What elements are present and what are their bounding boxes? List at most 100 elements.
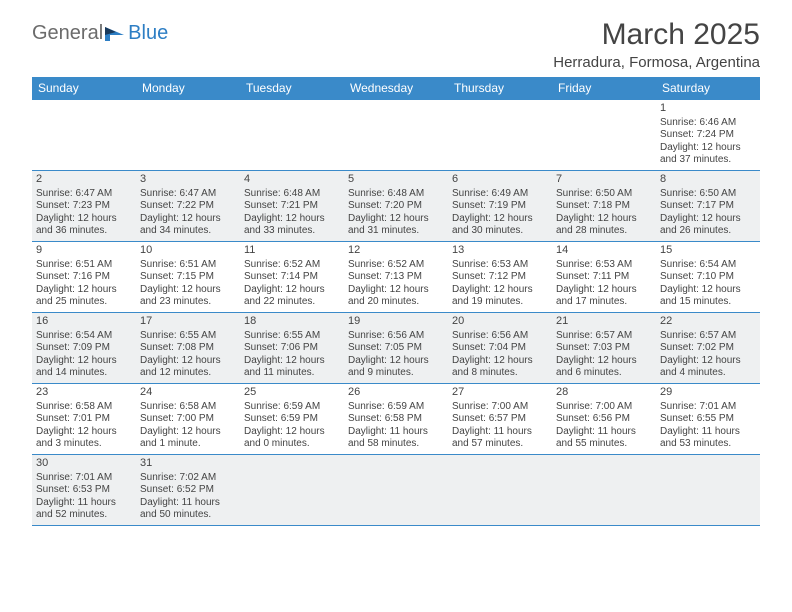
week-row: 16Sunrise: 6:54 AMSunset: 7:09 PMDayligh… xyxy=(32,313,760,384)
logo-text-2: Blue xyxy=(128,22,168,45)
sunset-text: Sunset: 6:52 PM xyxy=(140,484,236,497)
day-cell: 21Sunrise: 6:57 AMSunset: 7:03 PMDayligh… xyxy=(552,313,656,383)
day-cell xyxy=(552,100,656,170)
title-block: March 2025 Herradura, Formosa, Argentina xyxy=(553,18,760,71)
sunrise-text: Sunrise: 6:59 AM xyxy=(244,401,340,414)
page-subtitle: Herradura, Formosa, Argentina xyxy=(553,54,760,71)
day-header: Saturday xyxy=(656,77,760,100)
day-cell: 22Sunrise: 6:57 AMSunset: 7:02 PMDayligh… xyxy=(656,313,760,383)
day-number: 26 xyxy=(348,386,444,400)
daylight-text: Daylight: 12 hours and 25 minutes. xyxy=(36,284,132,309)
sunset-text: Sunset: 6:56 PM xyxy=(556,413,652,426)
daylight-text: Daylight: 12 hours and 6 minutes. xyxy=(556,355,652,380)
day-header: Sunday xyxy=(32,77,136,100)
sunrise-text: Sunrise: 7:02 AM xyxy=(140,472,236,485)
day-number: 10 xyxy=(140,244,236,258)
sunset-text: Sunset: 7:03 PM xyxy=(556,342,652,355)
daylight-text: Daylight: 12 hours and 9 minutes. xyxy=(348,355,444,380)
day-cell: 24Sunrise: 6:58 AMSunset: 7:00 PMDayligh… xyxy=(136,384,240,454)
day-number: 5 xyxy=(348,173,444,187)
day-number: 8 xyxy=(660,173,756,187)
sunrise-text: Sunrise: 6:58 AM xyxy=(36,401,132,414)
daylight-text: Daylight: 11 hours and 58 minutes. xyxy=(348,426,444,451)
daylight-text: Daylight: 12 hours and 3 minutes. xyxy=(36,426,132,451)
weeks-container: 1Sunrise: 6:46 AMSunset: 7:24 PMDaylight… xyxy=(32,100,760,526)
day-cell xyxy=(552,455,656,525)
sunset-text: Sunset: 7:15 PM xyxy=(140,271,236,284)
day-cell: 26Sunrise: 6:59 AMSunset: 6:58 PMDayligh… xyxy=(344,384,448,454)
sunset-text: Sunset: 7:10 PM xyxy=(660,271,756,284)
day-number: 13 xyxy=(452,244,548,258)
sunset-text: Sunset: 6:58 PM xyxy=(348,413,444,426)
sunrise-text: Sunrise: 6:56 AM xyxy=(348,330,444,343)
sunset-text: Sunset: 7:24 PM xyxy=(660,129,756,142)
sunset-text: Sunset: 7:08 PM xyxy=(140,342,236,355)
daylight-text: Daylight: 12 hours and 0 minutes. xyxy=(244,426,340,451)
day-number: 30 xyxy=(36,457,132,471)
day-cell xyxy=(448,100,552,170)
week-row: 30Sunrise: 7:01 AMSunset: 6:53 PMDayligh… xyxy=(32,455,760,526)
daylight-text: Daylight: 11 hours and 55 minutes. xyxy=(556,426,652,451)
daylight-text: Daylight: 11 hours and 50 minutes. xyxy=(140,497,236,522)
day-cell: 31Sunrise: 7:02 AMSunset: 6:52 PMDayligh… xyxy=(136,455,240,525)
day-cell: 17Sunrise: 6:55 AMSunset: 7:08 PMDayligh… xyxy=(136,313,240,383)
day-cell: 18Sunrise: 6:55 AMSunset: 7:06 PMDayligh… xyxy=(240,313,344,383)
daylight-text: Daylight: 12 hours and 17 minutes. xyxy=(556,284,652,309)
day-cell: 5Sunrise: 6:48 AMSunset: 7:20 PMDaylight… xyxy=(344,171,448,241)
day-number: 6 xyxy=(452,173,548,187)
day-cell: 7Sunrise: 6:50 AMSunset: 7:18 PMDaylight… xyxy=(552,171,656,241)
daylight-text: Daylight: 12 hours and 8 minutes. xyxy=(452,355,548,380)
day-number: 14 xyxy=(556,244,652,258)
daylight-text: Daylight: 12 hours and 30 minutes. xyxy=(452,213,548,238)
sunrise-text: Sunrise: 6:47 AM xyxy=(140,188,236,201)
day-cell: 10Sunrise: 6:51 AMSunset: 7:15 PMDayligh… xyxy=(136,242,240,312)
sunset-text: Sunset: 7:04 PM xyxy=(452,342,548,355)
sunset-text: Sunset: 7:11 PM xyxy=(556,271,652,284)
sunset-text: Sunset: 7:09 PM xyxy=(36,342,132,355)
sunset-text: Sunset: 7:06 PM xyxy=(244,342,340,355)
sunset-text: Sunset: 6:57 PM xyxy=(452,413,548,426)
daylight-text: Daylight: 12 hours and 19 minutes. xyxy=(452,284,548,309)
sunset-text: Sunset: 7:01 PM xyxy=(36,413,132,426)
day-cell: 30Sunrise: 7:01 AMSunset: 6:53 PMDayligh… xyxy=(32,455,136,525)
sunrise-text: Sunrise: 7:00 AM xyxy=(556,401,652,414)
day-cell: 4Sunrise: 6:48 AMSunset: 7:21 PMDaylight… xyxy=(240,171,344,241)
sunset-text: Sunset: 6:55 PM xyxy=(660,413,756,426)
logo-text-1: General xyxy=(32,22,103,45)
day-number: 15 xyxy=(660,244,756,258)
week-row: 23Sunrise: 6:58 AMSunset: 7:01 PMDayligh… xyxy=(32,384,760,455)
day-number: 2 xyxy=(36,173,132,187)
day-cell: 2Sunrise: 6:47 AMSunset: 7:23 PMDaylight… xyxy=(32,171,136,241)
day-number: 21 xyxy=(556,315,652,329)
sunrise-text: Sunrise: 6:55 AM xyxy=(244,330,340,343)
day-cell: 19Sunrise: 6:56 AMSunset: 7:05 PMDayligh… xyxy=(344,313,448,383)
day-header: Thursday xyxy=(448,77,552,100)
sunrise-text: Sunrise: 6:57 AM xyxy=(660,330,756,343)
day-number: 23 xyxy=(36,386,132,400)
day-cell: 25Sunrise: 6:59 AMSunset: 6:59 PMDayligh… xyxy=(240,384,344,454)
sunset-text: Sunset: 7:21 PM xyxy=(244,200,340,213)
page-title: March 2025 xyxy=(553,18,760,52)
sunrise-text: Sunrise: 6:48 AM xyxy=(348,188,444,201)
day-number: 1 xyxy=(660,102,756,116)
sunset-text: Sunset: 7:18 PM xyxy=(556,200,652,213)
day-header: Monday xyxy=(136,77,240,100)
daylight-text: Daylight: 12 hours and 11 minutes. xyxy=(244,355,340,380)
day-number: 7 xyxy=(556,173,652,187)
page-header: General Blue March 2025 Herradura, Formo… xyxy=(32,18,760,71)
day-cell: 8Sunrise: 6:50 AMSunset: 7:17 PMDaylight… xyxy=(656,171,760,241)
sunset-text: Sunset: 7:12 PM xyxy=(452,271,548,284)
day-header: Friday xyxy=(552,77,656,100)
day-number: 3 xyxy=(140,173,236,187)
day-cell xyxy=(240,100,344,170)
sunrise-text: Sunrise: 6:50 AM xyxy=(660,188,756,201)
sunrise-text: Sunrise: 6:54 AM xyxy=(36,330,132,343)
day-number: 20 xyxy=(452,315,548,329)
sunrise-text: Sunrise: 6:55 AM xyxy=(140,330,236,343)
day-number: 22 xyxy=(660,315,756,329)
day-number: 18 xyxy=(244,315,340,329)
daylight-text: Daylight: 12 hours and 14 minutes. xyxy=(36,355,132,380)
day-cell: 16Sunrise: 6:54 AMSunset: 7:09 PMDayligh… xyxy=(32,313,136,383)
sunrise-text: Sunrise: 6:57 AM xyxy=(556,330,652,343)
sunset-text: Sunset: 7:13 PM xyxy=(348,271,444,284)
